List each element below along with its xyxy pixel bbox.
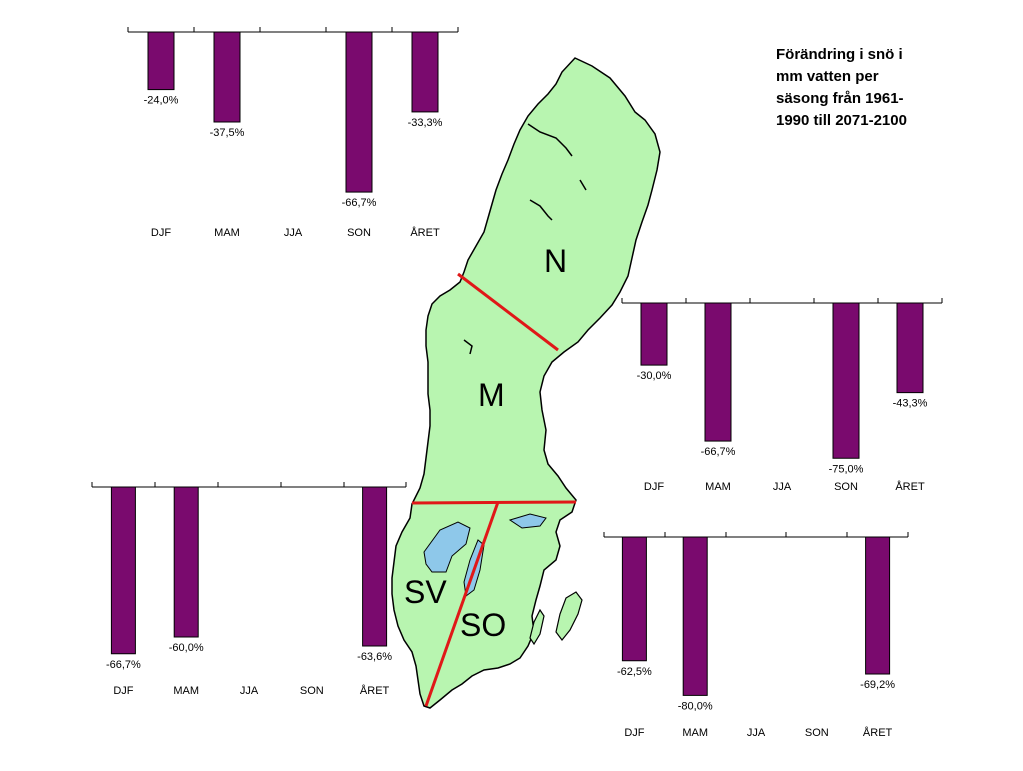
bar-djf bbox=[640, 302, 668, 366]
category-label: MAM bbox=[214, 227, 240, 239]
bar-mam bbox=[213, 31, 241, 123]
category-label: SON bbox=[300, 685, 324, 697]
region-label-so: SO bbox=[460, 607, 506, 643]
region-label-m: M bbox=[478, 377, 505, 413]
category-label: ÅRET bbox=[360, 684, 390, 697]
region-label-sv: SV bbox=[404, 574, 447, 610]
bar-mam bbox=[704, 302, 732, 442]
category-label: MAM bbox=[705, 481, 731, 493]
island-oland bbox=[529, 608, 545, 646]
bar-son bbox=[345, 31, 373, 193]
category-label: JJA bbox=[773, 481, 792, 493]
data-label: -43,3% bbox=[893, 398, 928, 410]
category-label: MAM bbox=[173, 685, 199, 697]
category-label: ÅRET bbox=[895, 480, 925, 493]
data-label: -66,7% bbox=[106, 659, 141, 671]
data-label: -24,0% bbox=[144, 95, 179, 107]
category-label: DJF bbox=[624, 727, 644, 739]
divider-m-south bbox=[411, 500, 577, 505]
figure-title: Förändring i snö i mm vatten per säsong … bbox=[776, 46, 907, 129]
sweden-map: N M SV SO bbox=[391, 57, 661, 709]
category-label: SON bbox=[347, 227, 371, 239]
category-label: ÅRET bbox=[863, 726, 893, 739]
data-label: -60,0% bbox=[169, 642, 204, 654]
bar-aret bbox=[362, 486, 388, 647]
bar-son bbox=[832, 302, 860, 459]
data-label: -80,0% bbox=[678, 700, 713, 712]
data-label: -66,7% bbox=[701, 446, 736, 458]
bar-chart-sv: -66,7% DJF -60,0% MAM JJA SON -63,6% ÅRET bbox=[91, 482, 407, 697]
data-label: -75,0% bbox=[829, 463, 864, 475]
category-label: JJA bbox=[747, 727, 766, 739]
category-label: DJF bbox=[151, 227, 171, 239]
bar-aret bbox=[865, 536, 891, 675]
bar-aret bbox=[411, 31, 439, 113]
divider-n-m bbox=[457, 272, 559, 352]
bar-aret bbox=[896, 302, 924, 394]
category-label: SON bbox=[834, 481, 858, 493]
data-label: -62,5% bbox=[617, 666, 652, 678]
lake-north-3 bbox=[579, 179, 587, 191]
lake-north-1 bbox=[529, 199, 553, 221]
data-label: -33,3% bbox=[408, 117, 443, 129]
bar-mam bbox=[173, 486, 199, 638]
data-label: -63,6% bbox=[357, 651, 392, 663]
bar-chart-so: -62,5% DJF -80,0% MAM JJA SON -69,2% ÅRET bbox=[603, 532, 909, 739]
lake-malaren bbox=[508, 513, 547, 529]
category-label: JJA bbox=[240, 685, 259, 697]
bar-mam bbox=[682, 536, 708, 696]
bar-chart-n: -24,0% DJF -37,5% MAM JJA -66,7% SON -33,3% ÅRET bbox=[127, 27, 459, 239]
category-label: DJF bbox=[644, 481, 664, 493]
sweden-map-outline bbox=[391, 57, 661, 709]
bar-djf bbox=[621, 536, 647, 662]
lake-mid-1 bbox=[463, 339, 473, 355]
data-label: -37,5% bbox=[210, 127, 245, 139]
lake-vanern bbox=[423, 521, 471, 573]
region-label-n: N bbox=[544, 243, 567, 279]
category-label: ÅRET bbox=[410, 226, 440, 239]
data-label: -30,0% bbox=[637, 370, 672, 382]
bar-djf bbox=[147, 31, 175, 91]
lake-north-2 bbox=[527, 123, 573, 157]
bar-chart-m: -30,0% DJF -66,7% MAM JJA -75,0% SON -43,3% ÅRET bbox=[621, 298, 943, 493]
category-label: DJF bbox=[113, 685, 133, 697]
category-label: JJA bbox=[284, 227, 303, 239]
category-label: SON bbox=[805, 727, 829, 739]
data-label: -66,7% bbox=[342, 197, 377, 209]
island-gotland bbox=[555, 591, 583, 641]
bar-djf bbox=[110, 486, 136, 655]
data-label: -69,2% bbox=[860, 679, 895, 691]
category-label: MAM bbox=[682, 727, 708, 739]
divider-sv-so bbox=[424, 501, 500, 707]
charts-layer: -24,0%DJF-37,5%MAM JJA-66,7%SON-33,3%ÅRET… bbox=[91, 27, 943, 739]
